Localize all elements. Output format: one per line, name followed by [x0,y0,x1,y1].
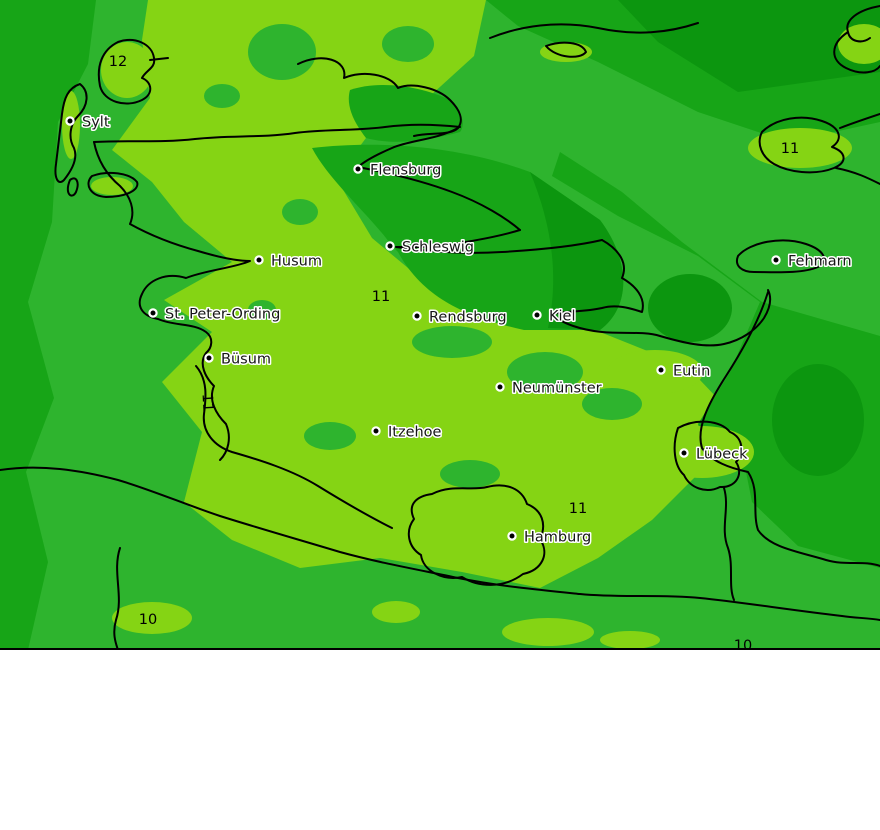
isoline-value-label: 12 [109,54,127,70]
city-label: Hamburg [524,530,591,546]
isoline-value-label: 11 [781,141,799,157]
schlei-inlet [395,229,603,254]
danish-border [93,123,461,143]
city-label: Itzehoe [388,425,442,441]
city-dot [771,255,781,265]
city-marker: St. Peter-Ording [148,305,282,324]
isoline-11 [195,365,393,529]
city-dot [65,116,75,126]
top-right-hooks [833,5,880,74]
city-label: Lübeck [696,447,748,463]
city-dot [204,353,214,363]
island-roemoe [97,39,169,105]
city-marker: Kiel [532,307,577,326]
city-marker: Büsum [204,350,273,369]
city-marker: Husum [254,252,323,271]
city-marker: Flensburg [353,161,443,180]
city-dot [495,382,505,392]
city-label: Büsum [221,352,271,368]
island-sylt [54,83,88,183]
island-foehr-amrum [66,171,139,198]
west-coast [93,141,251,461]
city-dot [679,448,689,458]
city-marker: Neumünster [495,379,603,398]
island-fehmarn [736,239,826,274]
city-marker: Rendsburg [412,308,508,327]
city-dot [412,311,422,321]
city-label: St. Peter-Ording [165,307,280,323]
city-label: Husum [271,254,322,270]
city-dot [254,255,264,265]
isoline-value-label: 11 [569,501,587,517]
city-dot [656,365,666,375]
city-dot [148,308,158,318]
city-marker: Sylt [65,113,111,132]
weser-squiggle [113,547,121,651]
coastlines [0,5,880,651]
city-label: Schleswig [402,240,474,256]
island-aeroe [758,113,880,185]
city-label: Flensburg [370,163,441,179]
city-dot [507,531,517,541]
city-dot [532,310,542,320]
hamburg-border [407,484,546,586]
city-marker: Hamburg [507,528,593,547]
city-label: Rendsburg [429,310,507,326]
city-marker: Lübeck [679,445,750,464]
city-dot [371,426,381,436]
city-marker: Schleswig [385,238,475,257]
city-dot [385,241,395,251]
city-marker: Itzehoe [371,423,443,442]
city-label: Neumünster [512,381,602,397]
city-label: Kiel [549,309,576,325]
footer-panel: Temperatur in 2m (in °C) Modell: ICON-D2… [0,650,880,830]
isoline-value-label: 11 [199,393,216,412]
luebeck-bay-coast [699,291,880,567]
city-label: Fehmarn [788,254,852,270]
city-marker: Eutin [656,362,712,381]
luebeck-border [673,420,743,601]
isoline-value-label: 10 [139,612,157,628]
map-frame-bottom [0,648,880,650]
city-label: Sylt [82,115,110,131]
temperature-map: 12 11 11 11 11 10 10 Sylt Flensburg Schleswig Hus… [0,0,880,654]
city-label: Eutin [673,364,710,380]
city-marker: Fehmarn [771,252,853,271]
city-dot [353,164,363,174]
isoline-value-label: 11 [372,289,390,305]
city-markers: Sylt Flensburg Schleswig Husum St. Peter-Ord… [65,113,853,547]
kiel-fjord-coast [551,239,772,347]
danish-coast-top [489,22,699,58]
